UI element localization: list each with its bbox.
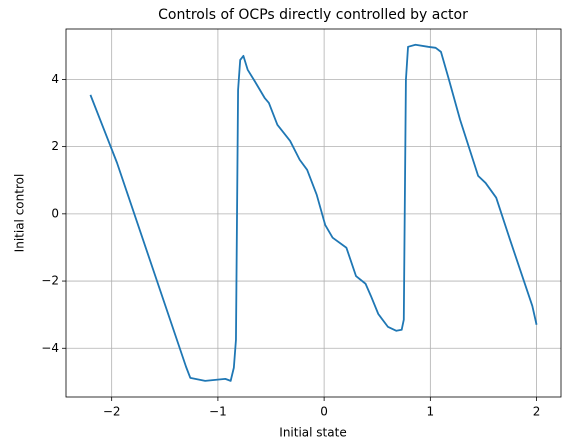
data-line [89, 43, 538, 382]
x-tick-label: 2 [533, 405, 541, 419]
x-tick-label: −2 [103, 405, 121, 419]
y-tick-label: 4 [51, 72, 59, 86]
y-tick-label: 2 [51, 139, 59, 153]
x-tick-label: −1 [209, 405, 227, 419]
y-tick-label: −4 [41, 341, 59, 355]
x-tick-label: 0 [320, 405, 328, 419]
y-tick-label: 0 [51, 206, 59, 220]
plot-frame [65, 28, 562, 398]
y-axis-label: Initial control [13, 174, 27, 253]
y-tick-label: −2 [41, 274, 59, 288]
chart-title: Controls of OCPs directly controlled by … [158, 7, 468, 23]
x-axis-label: Initial state [279, 426, 346, 440]
x-tick-label: 1 [427, 405, 435, 419]
